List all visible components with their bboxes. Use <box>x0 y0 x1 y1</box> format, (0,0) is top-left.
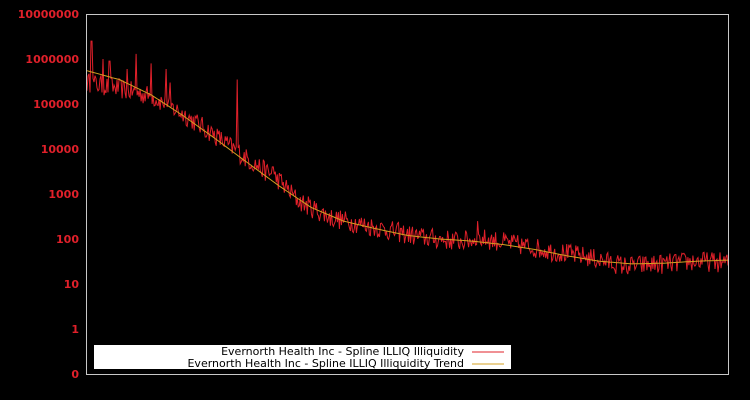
legend-label-illiquidity: Evernorth Health Inc - Spline ILLIQ Illi… <box>221 345 464 358</box>
illiquidity-line <box>86 40 729 275</box>
plot-series <box>86 40 729 275</box>
y-tick-label: 0 <box>71 368 79 381</box>
legend: Evernorth Health Inc - Spline ILLIQ Illi… <box>94 345 511 370</box>
plot-frame <box>86 14 729 375</box>
y-tick-label: 1000000 <box>25 53 79 66</box>
y-tick-label: 10 <box>64 278 80 291</box>
legend-box <box>94 345 511 369</box>
y-tick-label: 10000000 <box>18 8 80 21</box>
legend-label-trend: Evernorth Health Inc - Spline ILLIQ Illi… <box>187 357 464 370</box>
y-tick-label: 10000 <box>41 143 80 156</box>
y-tick-label: 1000 <box>48 188 79 201</box>
y-tick-label: 100 <box>56 233 79 246</box>
illiquidity-trend-line <box>86 70 729 265</box>
y-tick-label: 100000 <box>33 98 79 111</box>
y-tick-label: 1 <box>71 323 79 336</box>
